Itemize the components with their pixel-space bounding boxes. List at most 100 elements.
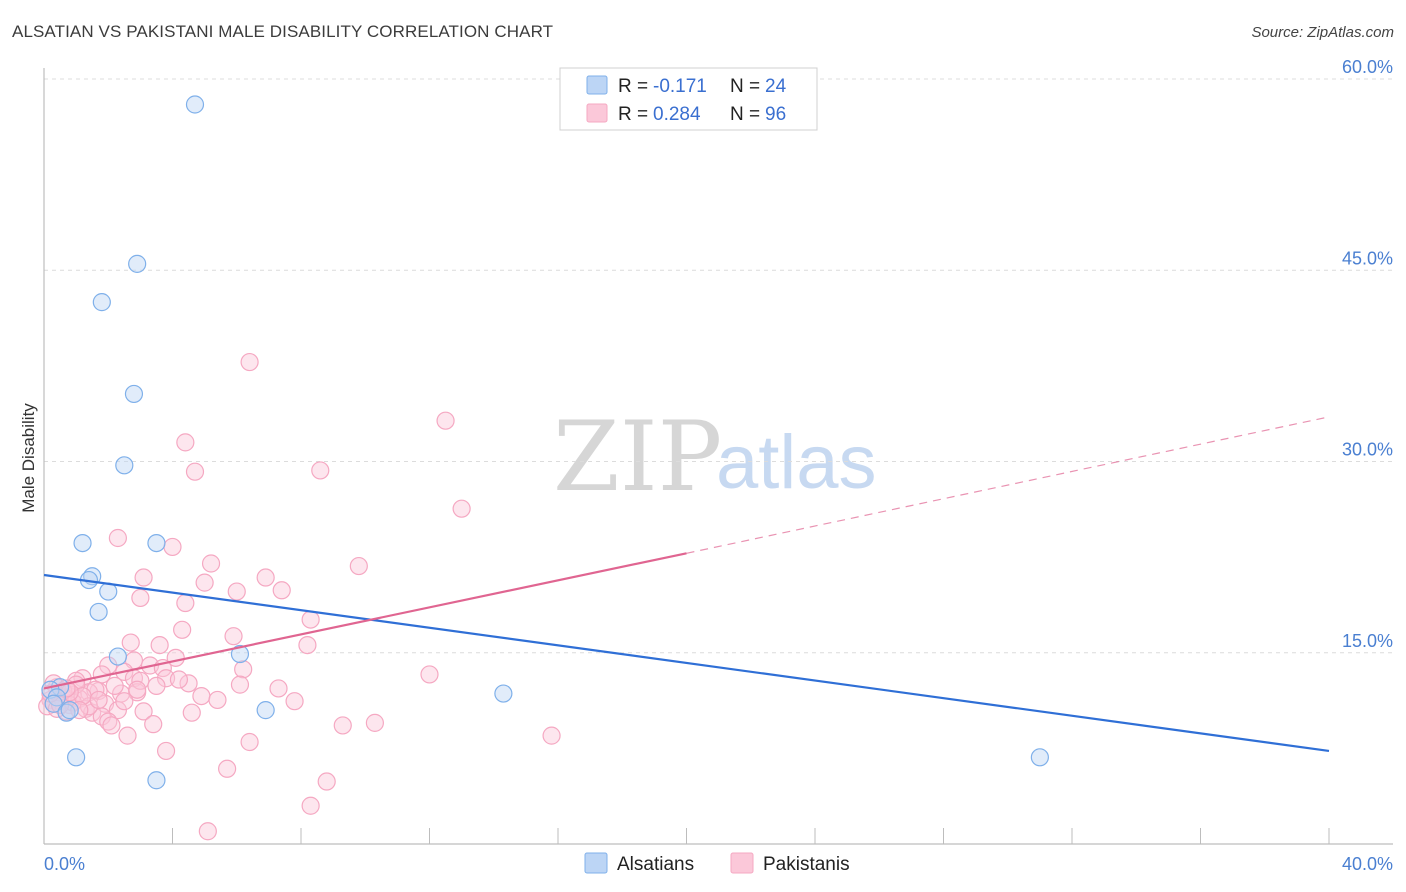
pakistani-point	[79, 697, 99, 716]
pakistani-point	[176, 433, 195, 452]
pakistani-point	[208, 690, 227, 710]
alsatian-point	[67, 748, 86, 767]
pakistani-point	[192, 686, 211, 706]
pakistani-point	[349, 556, 368, 576]
pakistani-point	[256, 568, 275, 587]
pakistani-point	[227, 582, 246, 601]
alsatian-point	[108, 647, 127, 666]
y-tick-labels: 15.0% 30.0% 45.0% 60.0%	[1342, 57, 1393, 651]
alsatians-trend-line	[43, 573, 1330, 753]
pakistani-point	[134, 568, 153, 587]
pakistani-point	[452, 499, 471, 518]
pakistani-point	[163, 537, 182, 557]
alsatian-point	[57, 703, 76, 722]
alsatians-points	[41, 95, 1049, 790]
pakistani-point	[156, 669, 176, 688]
pakistani-point	[201, 554, 221, 573]
alsatian-point	[128, 254, 147, 273]
legend-r-pakistanis: 0.284	[653, 104, 701, 125]
alsatian-point	[1030, 748, 1049, 767]
legend-n-pakistanis: 96	[765, 104, 786, 125]
pakistani-point	[240, 352, 259, 372]
x-tick-label-min: 0.0%	[44, 854, 85, 874]
alsatian-point	[256, 701, 275, 720]
alsatian-point	[92, 293, 111, 312]
legend-n-label-2: N =	[730, 104, 760, 125]
legend-swatch-alsatians	[586, 75, 608, 95]
bottom-legend-alsatians: Alsatians	[617, 854, 694, 875]
pakistani-point	[134, 702, 153, 721]
legend-r-alsatians: -0.171	[653, 76, 707, 97]
pakistani-point	[317, 772, 336, 791]
pakistani-point	[185, 462, 205, 481]
legend-n-alsatians: 24	[765, 76, 787, 97]
alsatian-point	[147, 533, 166, 553]
pakistani-point	[115, 692, 134, 711]
alsatian-point	[124, 384, 144, 404]
pakistani-point	[301, 796, 320, 815]
pakistani-point	[105, 676, 124, 696]
pakistani-point	[128, 680, 147, 699]
y-tick-label: 45.0%	[1342, 248, 1393, 268]
pakistani-point	[179, 674, 198, 693]
pakistani-point	[365, 713, 384, 732]
pakistani-point	[195, 573, 214, 592]
legend-n-label-1: N =	[730, 76, 760, 97]
alsatian-point	[185, 95, 205, 114]
pakistani-point	[108, 528, 127, 548]
watermark-atlas: atlas	[716, 420, 877, 505]
chart-title: ALSATIAN VS PAKISTANI MALE DISABILITY CO…	[12, 22, 554, 41]
alsatian-point	[147, 771, 166, 790]
pakistani-point	[240, 732, 259, 752]
pakistani-point	[147, 676, 166, 696]
pakistani-point	[272, 581, 291, 600]
pakistani-point	[436, 411, 455, 430]
y-tick-label: 15.0%	[1342, 631, 1393, 651]
y-tick-label: 30.0%	[1342, 440, 1393, 460]
alsatian-point	[44, 694, 63, 713]
pakistani-point	[169, 670, 189, 689]
pakistani-point	[173, 620, 192, 639]
alsatian-point	[89, 602, 108, 622]
alsatian-point	[115, 456, 134, 475]
source-label: Source: ZipAtlas.com	[1251, 24, 1394, 41]
alsatian-point	[230, 644, 250, 664]
bottom-legend-pakistanis: Pakistanis	[763, 854, 850, 875]
pakistani-point	[89, 690, 108, 710]
legend-r-label-1: R =	[618, 76, 648, 97]
legend-swatch-pakistanis	[586, 103, 608, 123]
pakistani-point	[182, 703, 201, 722]
pakistani-point	[156, 741, 176, 761]
pakistani-point	[269, 679, 288, 698]
watermark-zip: ZIP	[553, 401, 722, 513]
pakistani-point	[150, 635, 169, 655]
pakistani-point	[333, 716, 352, 735]
alsatian-point	[494, 684, 513, 703]
alsatian-point	[73, 533, 92, 553]
pakistani-point	[118, 726, 137, 745]
pakistani-point	[131, 588, 150, 608]
series-legend: Alsatians Pakistanis	[584, 852, 850, 875]
pakistanis-trend-line	[43, 552, 687, 690]
pakistani-point	[121, 633, 140, 652]
trend-lines	[43, 416, 1330, 753]
pakistanis-trend-extension	[686, 416, 1330, 554]
bottom-swatch-alsatians	[584, 852, 608, 874]
alsatian-point	[60, 701, 79, 720]
pakistani-point	[542, 726, 561, 745]
correlation-legend: R = -0.171 N = 24 R = 0.284 N = 96	[559, 67, 818, 131]
pakistani-point	[230, 675, 250, 694]
x-axis-ticks	[172, 828, 1330, 844]
x-tick-label-max: 40.0%	[1342, 854, 1393, 874]
pakistani-point	[301, 610, 320, 629]
bottom-swatch-pakistanis	[730, 852, 754, 874]
pakistani-point	[311, 461, 330, 480]
y-tick-label: 60.0%	[1342, 57, 1393, 77]
y-axis-label: Male Disability	[19, 403, 38, 513]
pakistani-point	[218, 759, 237, 778]
legend-r-label-2: R =	[618, 104, 648, 125]
pakistani-point	[224, 627, 243, 646]
pakistani-point	[420, 665, 439, 684]
pakistani-point	[285, 692, 304, 711]
